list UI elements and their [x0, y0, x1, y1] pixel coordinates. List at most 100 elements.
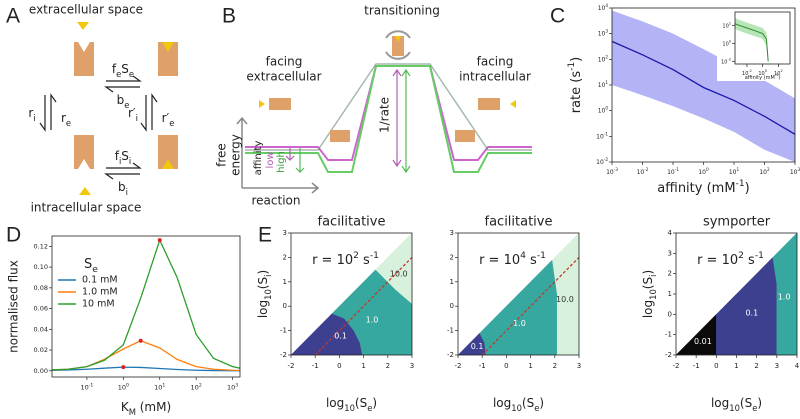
text-part: -1 — [537, 251, 546, 261]
line — [612, 40, 795, 135]
x-axis-label: log10(Se) — [711, 396, 762, 413]
rate-label: r′i — [128, 106, 138, 123]
text-part: 10 — [80, 384, 88, 392]
x-tick-label: 10-2 — [742, 69, 752, 77]
frame — [290, 232, 413, 356]
y-axis-label: log10(Si) — [641, 270, 658, 318]
text-part: -2 — [604, 157, 609, 162]
x-tick-label: 1 — [528, 362, 532, 370]
transporter-icon — [259, 98, 291, 110]
text-part: r — [61, 111, 66, 125]
line — [52, 366, 240, 372]
text-part: f — [115, 149, 120, 163]
label: 1/rate — [378, 97, 392, 133]
text-part: e — [169, 118, 174, 128]
text-part: i — [119, 156, 121, 166]
x-tick-label: 100 — [118, 383, 129, 392]
text-part: -1 — [675, 167, 680, 172]
text-part: ) — [256, 270, 270, 275]
text-part: 10 — [722, 23, 728, 29]
legend-title: Se — [84, 257, 98, 275]
text-part: 1 — [162, 383, 165, 389]
region — [375, 233, 412, 305]
x-tick-label: -2 — [673, 362, 680, 370]
text-part: 10 — [667, 169, 675, 176]
plot-area — [612, 10, 795, 162]
text-part: e — [66, 118, 71, 128]
text-part: (S — [641, 277, 655, 289]
reference-line — [314, 256, 412, 355]
text-part: 2 — [780, 69, 782, 73]
text-part: 0 — [706, 167, 709, 172]
x-tick-label: 1 — [734, 362, 738, 370]
text-part: -2 — [728, 57, 732, 61]
affinity-arrow — [295, 148, 305, 173]
text-part: 0 — [729, 39, 731, 43]
region-label: 1.0 — [778, 292, 791, 301]
text-part: log — [493, 396, 511, 410]
text-part: s — [359, 253, 370, 268]
line — [52, 238, 240, 371]
text-part: -1 — [775, 73, 779, 77]
x-tick-label: 103 — [227, 383, 238, 392]
rate-label: bi — [118, 180, 128, 197]
text-part: s — [526, 253, 537, 268]
y-tick-label: 10-2 — [721, 57, 731, 65]
text-part: 10 — [790, 169, 798, 176]
text-part: e — [752, 403, 757, 413]
annotation: r = 102 s-1 — [312, 251, 379, 268]
x-tick-label: 100 — [758, 69, 767, 77]
x-tick-label: 102 — [774, 69, 783, 77]
text-part: f — [112, 62, 117, 76]
text-part: r = 10 — [312, 253, 353, 268]
text-part: b — [118, 180, 126, 194]
y-tick-label: 0.00 — [34, 367, 48, 375]
x-tick-label: 2 — [386, 362, 390, 370]
text-part: 1 — [605, 80, 608, 85]
chart: 0.11.010.0-2 -1 0 1 2 3-2-10123log10(Se)log10… — [256, 215, 415, 413]
text-part: log — [641, 300, 655, 318]
text-part: 0 — [605, 105, 608, 110]
text-part: 10 — [118, 384, 126, 392]
text-part: -2 — [644, 167, 649, 172]
text-part: i — [33, 113, 35, 123]
text-part: affinity (mM — [745, 75, 775, 81]
text-part: 10 — [511, 403, 522, 413]
region-label: 0.1 — [745, 309, 758, 318]
confidence-band — [735, 18, 769, 64]
x-tick-label: 3 — [410, 362, 414, 370]
annotation: r = 102 s-1 — [697, 251, 764, 268]
peak-marker — [138, 338, 143, 343]
text-part: r = 10 — [479, 253, 520, 268]
line — [735, 23, 769, 62]
chart-title: facilitative — [318, 215, 386, 230]
x-tick-label: 101 — [154, 383, 165, 392]
text-part: (S — [256, 277, 270, 289]
text-part: 10 — [722, 41, 728, 47]
y-tick-label: 1 — [283, 278, 287, 286]
chart: 0.010.11.0-2 -1 0 1 2 3 4-2-101234log10(Se)log… — [641, 215, 800, 413]
text-part: (mM) — [136, 400, 171, 414]
x-tick-label: 101 — [729, 167, 740, 176]
plot-area — [676, 233, 797, 355]
y-tick-label: 102 — [722, 21, 731, 29]
label: low — [265, 151, 276, 168]
label: transitioning — [364, 4, 440, 18]
text-part: 1 — [736, 167, 739, 172]
y-tick-label: 102 — [598, 54, 609, 63]
text-part: 2 — [199, 383, 202, 389]
y-tick-label: 2 — [668, 270, 672, 278]
label: high — [276, 151, 287, 173]
text-part: 10 — [596, 133, 604, 140]
panel-letter: A — [6, 5, 20, 28]
text-part: e — [92, 265, 98, 275]
x-tick-label: -1 — [479, 362, 486, 370]
text-part: 10 — [263, 289, 273, 300]
text-part: b — [117, 93, 125, 107]
text-part: 10 — [191, 384, 199, 392]
label: intracellular space — [31, 201, 142, 215]
text-part: -1 — [604, 131, 609, 136]
x-tick-label: 103 — [790, 167, 800, 176]
